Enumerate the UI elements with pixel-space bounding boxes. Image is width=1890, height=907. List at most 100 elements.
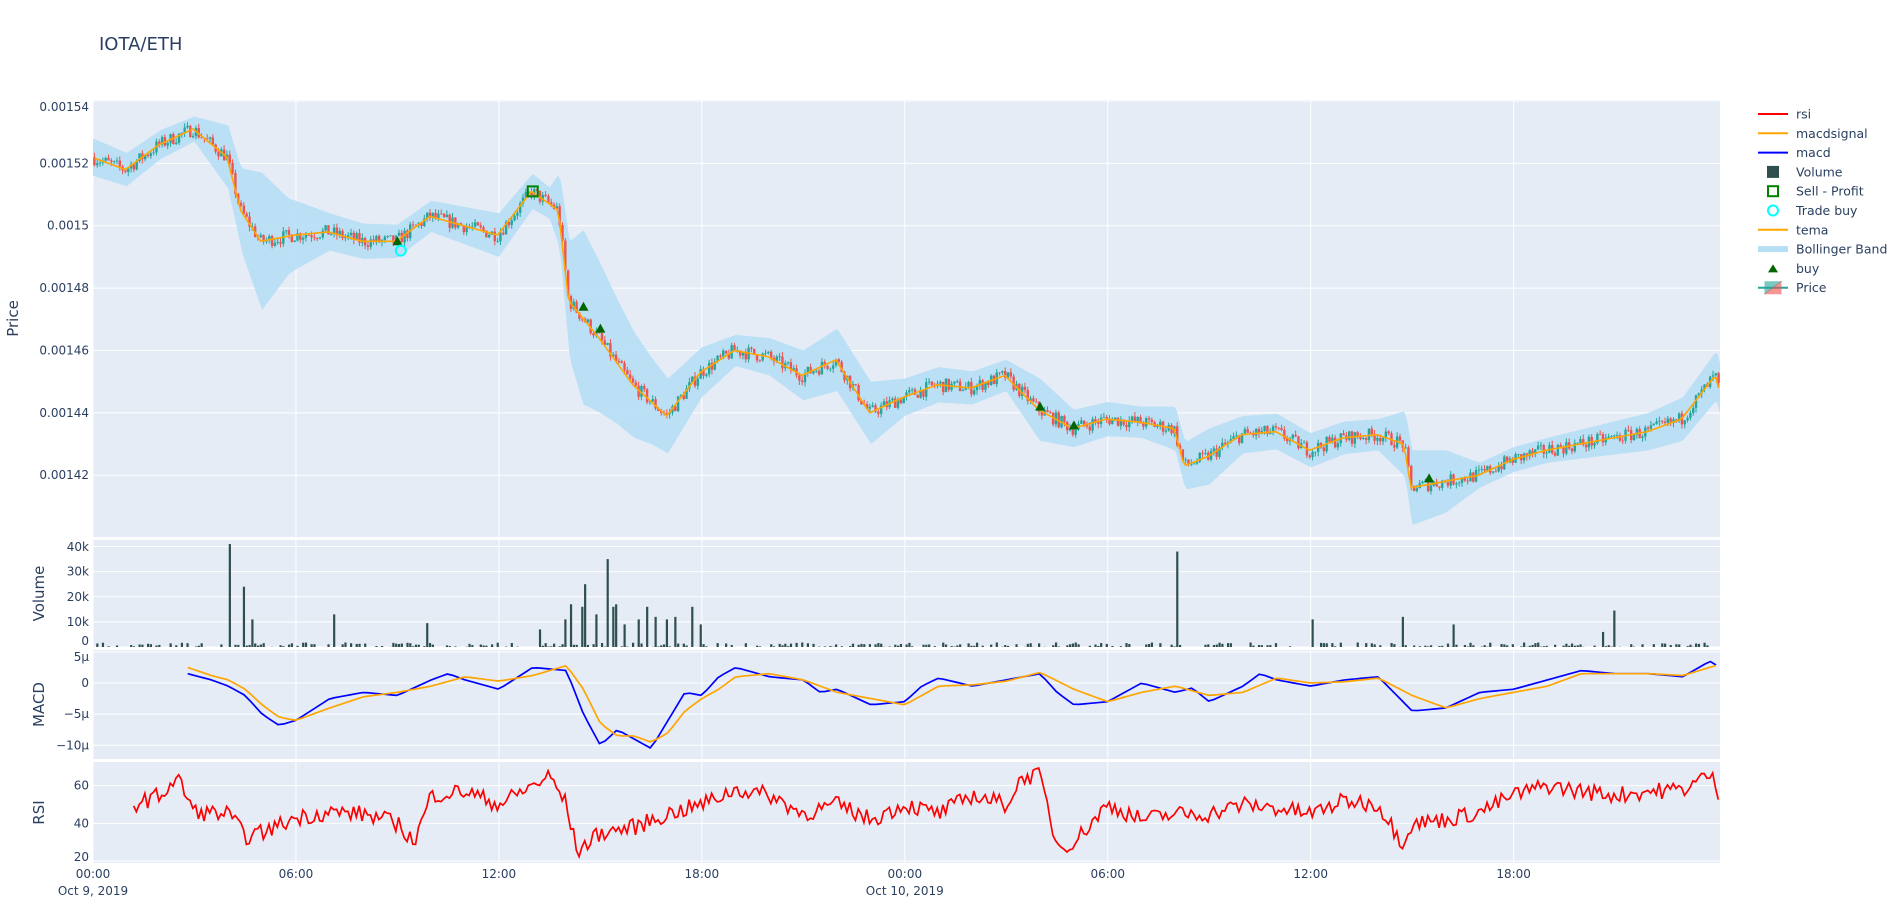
candle-body — [623, 363, 625, 370]
volume-bar — [700, 624, 702, 647]
y-tick-label: 40k — [67, 540, 89, 554]
volume-bar — [581, 607, 583, 647]
candle-body — [217, 152, 219, 157]
volume-bar — [889, 646, 891, 647]
candle-body — [719, 356, 721, 357]
volume-bar — [1340, 643, 1342, 647]
candle-body — [1371, 429, 1373, 435]
candle-body — [1447, 482, 1449, 485]
volume-bar — [395, 644, 397, 647]
legend-item-macd[interactable]: macd — [1758, 145, 1831, 160]
candle-body — [107, 158, 109, 161]
volume-bar — [550, 646, 552, 647]
volume-bar — [150, 644, 152, 647]
legend-item-bollinger-band[interactable]: Bollinger Band — [1758, 242, 1887, 257]
volume-bar — [1055, 642, 1057, 647]
volume-bar — [1506, 645, 1508, 647]
volume-bar — [1148, 644, 1150, 647]
volume-bar — [1179, 645, 1181, 647]
volume-bar — [201, 643, 203, 647]
candle-body — [1323, 447, 1325, 451]
volume-bar — [1664, 644, 1666, 647]
panels: 0.001420.001440.001460.001480.00150.0015… — [4, 100, 1720, 898]
volume-bar — [925, 645, 927, 647]
candle-body — [770, 352, 772, 358]
volume-bar — [812, 644, 814, 647]
volume-bar — [942, 643, 944, 647]
volume-bar — [246, 646, 248, 647]
candle-body — [124, 170, 126, 172]
volume-bar — [1089, 646, 1091, 647]
volume-bar — [1438, 646, 1440, 647]
candle-body — [883, 401, 885, 405]
volume-bar — [1371, 643, 1373, 647]
volume-bar — [1015, 644, 1017, 647]
candle-body — [697, 379, 699, 386]
x-tick-label: 18:00 — [685, 867, 720, 881]
candle-body — [1272, 426, 1274, 431]
volume-bar — [996, 643, 998, 647]
legend-item-buy[interactable]: buy — [1768, 261, 1820, 276]
candle-body — [1354, 432, 1356, 444]
candle-body — [104, 158, 106, 161]
volume-bar — [973, 646, 975, 647]
volume-bar — [147, 644, 149, 647]
y-tick-label: 10k — [67, 615, 89, 629]
volume-bar — [1066, 645, 1068, 647]
candle-body — [1607, 437, 1609, 438]
volume-bar — [686, 646, 688, 647]
volume-bar — [133, 646, 135, 647]
y-tick-label: 0.00152 — [39, 156, 89, 170]
volume-bar — [1111, 646, 1113, 647]
volume-bar — [175, 645, 177, 647]
legend-item-macdsignal[interactable]: macdsignal — [1758, 126, 1868, 141]
candle-body — [1376, 438, 1378, 441]
candle-body — [1193, 464, 1195, 465]
volume-bar — [1602, 632, 1604, 647]
legend[interactable]: rsi macdsignal macd Volume Sell - Profit Trad… — [1758, 107, 1887, 296]
candle-body — [998, 373, 1000, 374]
candle-body — [186, 126, 188, 128]
candle-body — [973, 390, 975, 394]
legend-item-volume[interactable]: Volume — [1767, 164, 1843, 179]
volume-bar — [1289, 646, 1291, 647]
volume-bar — [237, 645, 239, 647]
candle-body — [1246, 429, 1248, 433]
candle-body — [192, 136, 194, 137]
candle-body — [1602, 434, 1604, 442]
legend-item-rsi[interactable]: rsi — [1758, 107, 1811, 122]
candle-body — [437, 214, 439, 218]
candle-body — [798, 375, 800, 380]
volume-bar — [990, 645, 992, 647]
candle-body — [812, 371, 814, 373]
legend-item-trade-buy[interactable]: Trade buy — [1768, 203, 1858, 218]
volume-bar — [1653, 644, 1655, 647]
candle-body — [322, 230, 324, 237]
candle-body — [1314, 452, 1316, 453]
volume-bar — [1075, 642, 1077, 647]
volume-bar — [1523, 643, 1525, 647]
volume-bar — [107, 646, 109, 647]
candle-body — [412, 224, 414, 225]
volume-bar — [1464, 645, 1466, 647]
volume-bar — [130, 645, 132, 647]
candle-body — [1365, 438, 1367, 440]
volume-bar — [900, 644, 902, 647]
candle-body — [643, 386, 645, 389]
candle-body — [1610, 436, 1612, 437]
volume-bar — [959, 644, 961, 647]
legend-item-sell-profit[interactable]: Sell - Profit — [1768, 184, 1864, 199]
volume-bar — [1250, 643, 1252, 647]
candle-body — [1653, 424, 1655, 425]
candle-body — [629, 375, 631, 379]
volume-bar — [1500, 644, 1502, 647]
volume-bar — [545, 643, 547, 647]
candle-body — [1125, 425, 1127, 427]
volume-bar — [116, 646, 118, 647]
legend-item-price[interactable]: Price — [1758, 280, 1827, 295]
legend-item-tema[interactable]: tema — [1758, 222, 1828, 237]
candle-body — [302, 238, 304, 240]
candle-body — [759, 360, 761, 361]
volume-bar — [784, 644, 786, 647]
